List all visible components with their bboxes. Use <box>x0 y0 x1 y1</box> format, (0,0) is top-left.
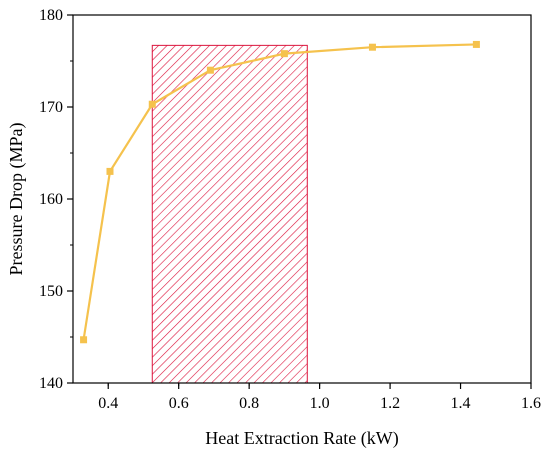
x-tick-label: 1.6 <box>521 395 541 412</box>
x-tick-label: 1.0 <box>310 395 330 412</box>
y-axis-title: Pressure Drop (MPa) <box>6 123 27 276</box>
x-tick-label: 1.4 <box>451 395 471 412</box>
data-point <box>206 66 214 74</box>
x-tick-label: 0.6 <box>169 395 189 412</box>
y-tick-label: 140 <box>39 375 63 392</box>
data-point <box>148 100 156 108</box>
data-point <box>106 167 114 175</box>
y-tick-label: 160 <box>39 191 63 208</box>
data-point <box>280 50 288 58</box>
x-tick-label: 1.2 <box>380 395 400 412</box>
data-point <box>472 40 480 48</box>
data-point <box>80 336 88 344</box>
y-tick-label: 170 <box>39 99 63 116</box>
axes: 0.4 0.6 0.8 1.0 1.2 1.4 1.6 140 150 160 170 180 <box>39 7 541 412</box>
highlight-region <box>151 44 308 384</box>
x-tick-label: 0.8 <box>239 395 259 412</box>
y-tick-label: 150 <box>39 283 63 300</box>
plot-area <box>80 40 480 384</box>
data-point <box>368 43 376 51</box>
x-tick-label: 0.4 <box>98 395 118 412</box>
y-tick-label: 180 <box>39 7 63 24</box>
x-axis-title: Heat Extraction Rate (kW) <box>205 428 398 449</box>
